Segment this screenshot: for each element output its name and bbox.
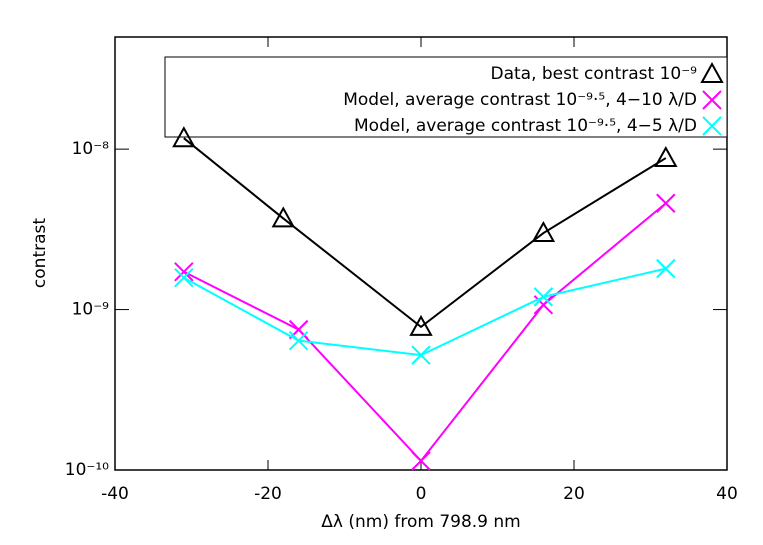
y-axis-label: contrast xyxy=(30,218,50,288)
y-tick-label: 10⁻¹⁰ xyxy=(65,460,109,480)
marker xyxy=(411,451,431,471)
legend-box xyxy=(164,56,728,138)
series-line xyxy=(183,202,667,463)
marker xyxy=(531,220,556,243)
x-axis-label: Δλ (nm) from 798.9 nm xyxy=(321,512,520,532)
y-tick-label: 10⁻⁹ xyxy=(72,300,110,320)
legend-label: Data, best contrast 10⁻⁹ xyxy=(490,64,697,84)
x-tick-label: 40 xyxy=(716,484,738,504)
marker xyxy=(174,262,194,282)
marker xyxy=(271,206,295,228)
marker xyxy=(656,193,676,213)
marker xyxy=(409,314,433,336)
x-tick-label: -40 xyxy=(101,484,129,504)
series-line xyxy=(183,267,667,357)
legend-label: Model, average contrast 10⁻⁹·⁵, 4−10 λ/D xyxy=(343,90,697,110)
x-tick-label: 20 xyxy=(563,484,585,504)
series-line xyxy=(183,137,667,329)
legend-label: Model, average contrast 10⁻⁹·⁵, 4−5 λ/D xyxy=(354,116,697,136)
marker xyxy=(656,258,676,279)
x-tick-label: -20 xyxy=(254,484,282,504)
marker xyxy=(702,116,722,136)
y-tick-label: 10⁻⁸ xyxy=(72,139,110,159)
marker xyxy=(700,61,724,83)
x-tick-label: 0 xyxy=(416,484,427,504)
marker xyxy=(533,295,554,315)
marker xyxy=(174,267,194,288)
marker xyxy=(654,145,678,168)
marker xyxy=(288,330,309,351)
marker xyxy=(411,345,431,365)
marker xyxy=(172,126,196,148)
marker xyxy=(288,319,309,340)
marker xyxy=(533,287,554,307)
marker xyxy=(702,90,722,110)
